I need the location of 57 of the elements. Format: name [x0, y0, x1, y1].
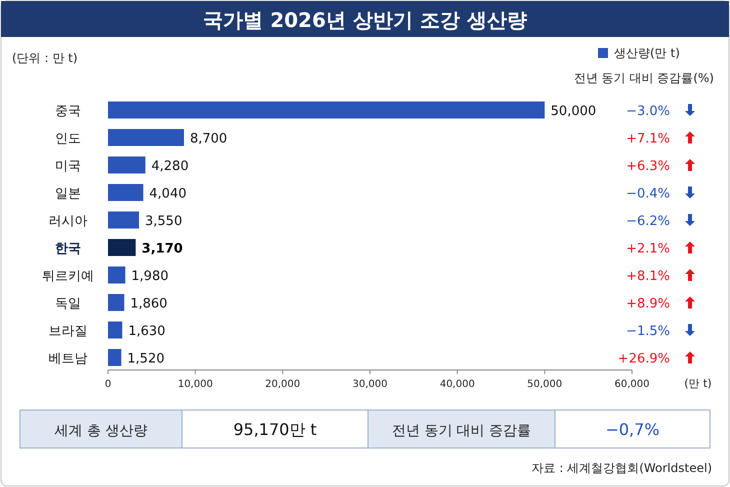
bar [108, 184, 144, 201]
y-tick-label: 일본 [55, 186, 81, 202]
y-tick-label: 독일 [55, 296, 81, 312]
bar [108, 239, 136, 256]
text: 95,170만 t [233, 420, 317, 439]
x-tick-label: 0 [104, 379, 112, 390]
data-label: 8,700 [190, 132, 228, 146]
annotation: +8.9% [626, 296, 670, 312]
bar [108, 294, 124, 311]
annotation: +26.9% [618, 352, 670, 366]
x-tick-label: 30,000 [352, 379, 388, 390]
data-label: 4,040 [149, 186, 186, 202]
data-label: 3,170 [142, 242, 183, 256]
y-tick-label: 러시아 [48, 214, 88, 229]
annotation: +2.1% [626, 242, 670, 256]
data-label: 1,860 [130, 296, 168, 312]
annotation: +7.1% [626, 132, 670, 146]
bar [108, 266, 126, 284]
data-label: 1,980 [131, 269, 169, 284]
y-tick-label: 브라질 [48, 324, 88, 339]
legend-label: 생산량(만 t) [614, 46, 680, 60]
chart-subtitle: 전년 동기 대비 증감률(%) [574, 71, 714, 85]
bar [108, 156, 146, 174]
x-tick-label: 40,000 [440, 379, 475, 390]
text: (단위 : 만 t) [12, 51, 78, 65]
y-tick-label: 튀르키예 [42, 269, 94, 284]
text: 세계 총 생산량 [54, 423, 148, 439]
x-tick-label: 10,000 [178, 379, 213, 390]
x-axis-title: (만 t) [684, 377, 712, 390]
data-label: 3,550 [145, 214, 182, 229]
annotation: +6.3% [626, 159, 670, 174]
bar [108, 322, 122, 338]
bar [108, 102, 545, 118]
annotation: −0.4% [626, 186, 670, 202]
text: 자료 : 세계철강협회(Worldsteel) [532, 461, 712, 475]
x-tick-label: 60,000 [614, 379, 650, 390]
bar [108, 129, 184, 146]
data-label: 1,630 [128, 324, 166, 339]
chart-title: 국가별 2026년 상반기 조강 생산량 [203, 8, 527, 32]
y-tick-label: 베트남 [48, 352, 88, 366]
data-label: 1,520 [127, 352, 164, 366]
y-tick-label: 미국 [55, 159, 81, 174]
y-tick-label: 중국 [55, 104, 81, 119]
x-tick-label: 50,000 [527, 379, 562, 390]
bar [108, 349, 122, 366]
bar [108, 212, 140, 228]
annotation: +8.1% [626, 269, 670, 284]
data-label: 4,280 [151, 159, 189, 174]
y-tick-label: 한국 [55, 242, 81, 256]
annotation: −3.0% [626, 104, 670, 119]
annotation: −1.5% [626, 324, 670, 339]
x-tick-label: 20,000 [265, 379, 300, 390]
text: −0,7% [605, 420, 660, 439]
data-label: 50,000 [550, 104, 596, 119]
y-tick-label: 인도 [55, 132, 81, 146]
text: 전년 동기 대비 증감률 [392, 423, 532, 439]
annotation: −6.2% [626, 214, 670, 229]
